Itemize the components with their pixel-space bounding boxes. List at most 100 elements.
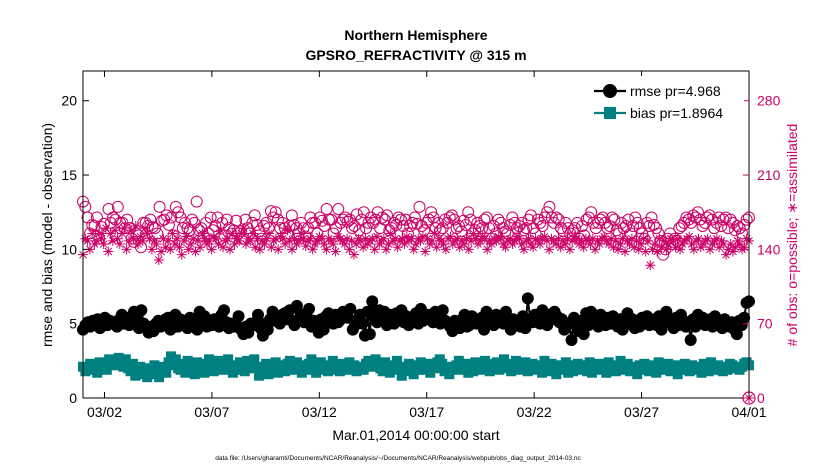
- assimilated-obs-point: [273, 244, 284, 255]
- assimilated-obs-point: [348, 249, 359, 260]
- assimilated-obs-point: [162, 235, 173, 246]
- possible-obs-point: [464, 213, 477, 226]
- rmse-point: [363, 328, 376, 341]
- assimilated-obs-point: [452, 233, 463, 244]
- bias-point: [199, 367, 210, 378]
- assimilated-obs-point: [649, 239, 660, 250]
- assimilated-obs-point: [114, 239, 125, 250]
- y2-axis-label: # of obs: o=possible; ∗=assimilated: [784, 124, 800, 347]
- assimilated-obs-point: [110, 225, 121, 236]
- assimilated-obs-point: [316, 233, 327, 244]
- possible-obs-point: [193, 224, 206, 237]
- possible-obs-point: [425, 206, 438, 219]
- assimilated-obs-point: [583, 235, 594, 246]
- possible-obs-point: [587, 216, 600, 229]
- assimilated-obs-point: [585, 239, 596, 250]
- assimilated-obs-point: [326, 235, 337, 246]
- rmse-point: [303, 302, 316, 315]
- bias-point: [204, 354, 215, 365]
- possible-obs-point: [316, 214, 329, 227]
- assimilated-obs-point: [270, 233, 281, 244]
- assimilated-obs-point: [707, 239, 718, 250]
- rmse-point: [366, 295, 379, 308]
- assimilated-obs-point: [381, 244, 392, 255]
- assimilated-obs-point: [126, 225, 137, 236]
- assimilated-obs-point: [590, 244, 601, 255]
- assimilated-obs-point: [87, 228, 98, 239]
- x-tick-label: 03/22: [517, 404, 552, 420]
- possible-obs-point: [230, 214, 243, 227]
- bias-point: [301, 364, 312, 375]
- assimilated-obs-point: [603, 239, 614, 250]
- possible-obs-point: [406, 216, 419, 229]
- bias-point: [161, 367, 172, 378]
- chart-title: Northern Hemisphere: [344, 27, 487, 43]
- assimilated-obs-point: [298, 233, 309, 244]
- assimilated-obs-point: [587, 233, 598, 244]
- rmse-point: [290, 299, 303, 312]
- possible-obs-point: [469, 224, 482, 237]
- possible-obs-point: [448, 213, 461, 226]
- assimilated-obs-point: [727, 246, 738, 257]
- assimilated-obs-point: [670, 242, 681, 253]
- assimilated-obs-point: [344, 244, 355, 255]
- assimilated-obs-point: [633, 244, 644, 255]
- bias-point: [280, 366, 291, 377]
- assimilated-obs-point: [358, 242, 369, 253]
- possible-obs-point: [487, 220, 500, 233]
- possible-obs-point: [708, 222, 721, 235]
- possible-obs-point: [682, 213, 695, 226]
- assimilated-obs-point: [571, 233, 582, 244]
- assimilated-obs-point: [296, 228, 307, 239]
- assimilated-obs-point: [252, 233, 263, 244]
- legend-rmse-marker: [603, 84, 617, 98]
- assimilated-obs-point: [137, 235, 148, 246]
- assimilated-obs-point: [659, 235, 670, 246]
- assimilated-obs-point: [431, 242, 442, 253]
- bias-point: [468, 366, 479, 377]
- y-tick-label: 0: [69, 390, 77, 406]
- rmse-point: [738, 311, 751, 324]
- rmse-point: [252, 308, 265, 321]
- possible-obs-point: [167, 229, 180, 242]
- assimilated-obs-point: [374, 239, 385, 250]
- assimilated-obs-point: [181, 231, 192, 242]
- assimilated-obs-point: [238, 223, 249, 234]
- assimilated-obs-point: [560, 239, 571, 250]
- possible-obs-point: [264, 205, 277, 218]
- legend-bias-marker: [604, 107, 616, 119]
- possible-obs-point: [399, 213, 412, 226]
- assimilated-obs-point: [390, 233, 401, 244]
- assimilated-obs-point: [507, 239, 518, 250]
- bias-point: [391, 355, 402, 366]
- possible-obs-point: [353, 224, 366, 237]
- bias-point: [705, 357, 716, 368]
- assimilated-obs-point: [716, 235, 727, 246]
- assimilated-obs-point: [541, 235, 552, 246]
- y-tick-label: 5: [69, 316, 77, 332]
- bias-point: [208, 366, 219, 377]
- assimilated-obs-point: [505, 233, 516, 244]
- assimilated-obs-point: [176, 249, 187, 260]
- bias-point: [370, 354, 381, 365]
- possible-obs-point: [380, 209, 393, 222]
- assimilated-obs-point: [730, 242, 741, 253]
- assimilated-obs-point: [525, 239, 536, 250]
- assimilated-obs-point: [555, 242, 566, 253]
- assimilated-obs-point: [615, 239, 626, 250]
- y2-tick-label: 210: [757, 167, 781, 183]
- rmse-point: [730, 328, 743, 341]
- assimilated-obs-point: [291, 239, 302, 250]
- assimilated-obs-point: [100, 223, 111, 234]
- assimilated-obs-point: [684, 231, 695, 242]
- assimilated-obs-point: [342, 233, 353, 244]
- assimilated-obs-point: [732, 235, 743, 246]
- assimilated-obs-point: [528, 242, 539, 253]
- assimilated-obs-point: [456, 235, 467, 246]
- assimilated-obs-point: [206, 244, 217, 255]
- possible-obs-point: [341, 215, 354, 228]
- x-tick-label: 03/27: [624, 404, 659, 420]
- assimilated-obs-point: [619, 246, 630, 257]
- possible-obs-point: [248, 209, 261, 222]
- assimilated-obs-point: [149, 235, 160, 246]
